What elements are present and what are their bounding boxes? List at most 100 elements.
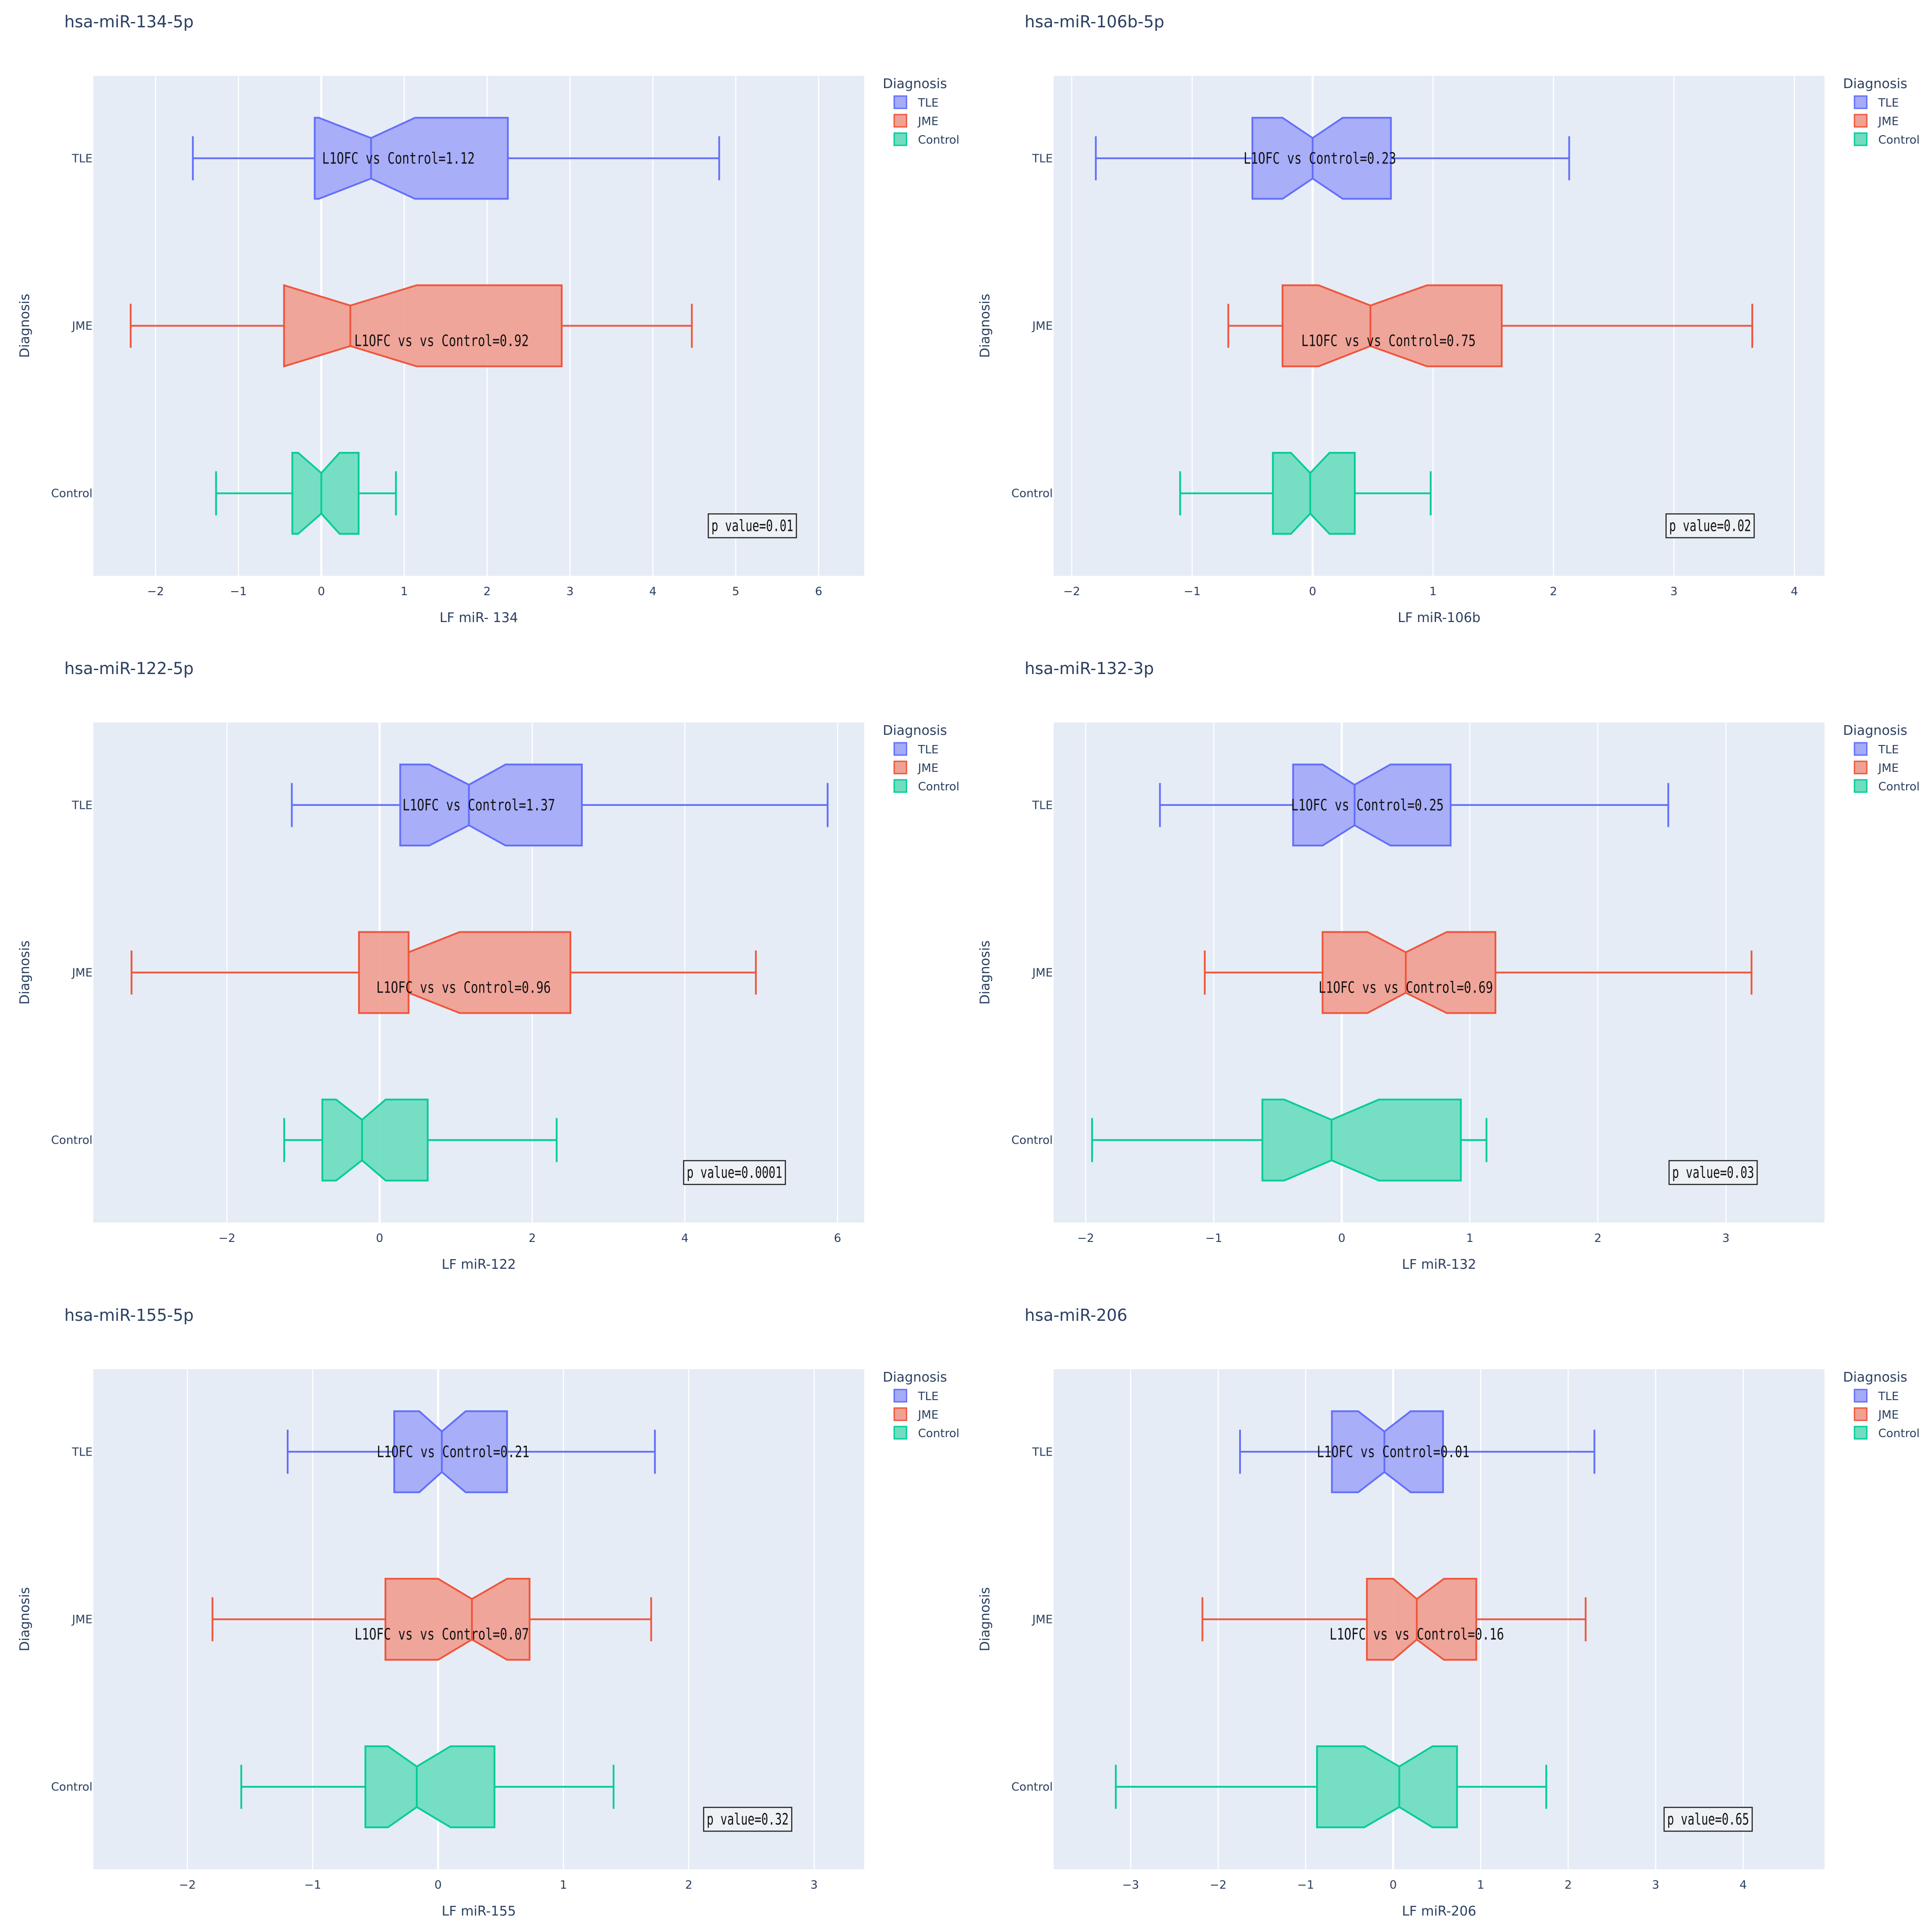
x-axis-label: LF miR-106b	[1398, 610, 1480, 626]
box-body	[1261, 1098, 1462, 1182]
annotation-text: L1OFC vs Control=0.01	[1317, 1443, 1469, 1461]
legend-swatch-tle	[893, 742, 907, 756]
x-tick-label: 2	[529, 1232, 536, 1245]
panel-0: hsa-miR-134-5p −2 −1 0 1 2 3 4 5 6 LF miR- 134 Diag…	[17, 12, 959, 626]
legend-swatch-tle	[1854, 95, 1868, 109]
box-body	[1321, 931, 1496, 1014]
legend-item-jme: JME	[917, 1408, 939, 1422]
x-axis-label: LF miR-122	[442, 1257, 516, 1272]
legend-title: Diagnosis	[1843, 1370, 1907, 1385]
x-tick-label: 1	[1477, 1879, 1484, 1892]
box-tle	[291, 763, 829, 847]
chart-title: hsa-miR-206	[1025, 1306, 1127, 1325]
box-body	[321, 1098, 429, 1182]
box-body	[358, 931, 571, 1014]
box-tle	[287, 1410, 656, 1493]
legend-item-jme: JME	[917, 762, 939, 775]
x-tick-label: 2	[1594, 1232, 1602, 1245]
panel-3: hsa-miR-132-3p −2 −1 0 1 2 3 LF miR-132 Diagnosi…	[977, 659, 1920, 1272]
box-tle	[192, 117, 720, 200]
p-value-box	[683, 1160, 786, 1185]
y-axis-label: Diagnosis	[17, 294, 33, 358]
y-axis-label: Diagnosis	[977, 1587, 993, 1652]
y-tick-label: TLE	[1032, 152, 1053, 165]
legend-swatch-jme	[1854, 760, 1868, 775]
box-body	[393, 1410, 508, 1493]
annotation-text: L1OFC vs vs Control=0.92	[354, 332, 529, 350]
y-tick-label: TLE	[71, 152, 93, 165]
legend-title: Diagnosis	[883, 76, 947, 92]
panel-5: hsa-miR-206 −3 −2 −1 0 1 2 3 4 LF miR-206 Diagnosi…	[977, 1306, 1920, 1919]
x-tick-label: −1	[1205, 1232, 1222, 1245]
box-control	[283, 1098, 558, 1182]
x-tick-label: −2	[179, 1879, 196, 1892]
box-tle	[1095, 117, 1570, 200]
legend-swatch-tle	[1854, 742, 1868, 756]
box-body	[1251, 117, 1392, 200]
y-tick-label: JME	[71, 1613, 93, 1627]
legend-swatch-control	[893, 1426, 907, 1440]
x-tick-label: 0	[376, 1232, 383, 1245]
x-tick-label: 3	[1652, 1879, 1659, 1892]
x-tick-label: −1	[1297, 1879, 1314, 1892]
p-value-box	[707, 513, 797, 538]
legend-swatch-jme	[1854, 114, 1868, 128]
legend-item-control: Control	[1878, 133, 1920, 147]
legend-item-tle: TLE	[1878, 1390, 1899, 1403]
legend-item-tle: TLE	[918, 1390, 939, 1403]
legend-item-jme: JME	[1877, 762, 1899, 775]
box-jme	[1201, 1578, 1587, 1661]
x-tick-label: −2	[218, 1232, 235, 1245]
box-tle	[1159, 763, 1669, 847]
legend-item-control: Control	[918, 133, 959, 147]
chart-title: hsa-miR-134-5p	[64, 12, 194, 31]
legend-swatch-control	[1854, 132, 1868, 146]
x-axis-label: LF miR-155	[442, 1904, 516, 1919]
x-tick-label: 6	[834, 1232, 841, 1245]
box-body	[385, 1578, 531, 1661]
legend-item-control: Control	[1878, 1427, 1920, 1440]
x-tick-label: 2	[484, 585, 491, 598]
box-body	[364, 1745, 496, 1828]
y-axis-label: Diagnosis	[17, 1587, 33, 1652]
x-tick-label: −1	[304, 1879, 321, 1892]
legend-item-tle: TLE	[1878, 743, 1899, 756]
annotation-text: L1OFC vs Control=0.21	[377, 1443, 529, 1461]
legend-item-jme: JME	[1877, 1408, 1899, 1422]
x-tick-label: 5	[732, 585, 740, 598]
box-jme	[1204, 931, 1753, 1014]
x-tick-label: 3	[566, 585, 574, 598]
y-axis-label: Diagnosis	[977, 294, 993, 358]
y-tick-label: Control	[1011, 1781, 1053, 1794]
y-tick-label: Control	[51, 487, 93, 500]
y-tick-label: JME	[71, 967, 93, 980]
x-tick-label: 3	[1670, 585, 1678, 598]
x-tick-label: −2	[1077, 1232, 1094, 1245]
legend-swatch-jme	[893, 114, 907, 128]
legend-item-tle: TLE	[918, 96, 939, 110]
box-body	[291, 452, 360, 535]
y-tick-label: Control	[1011, 1134, 1053, 1147]
box-jme	[130, 931, 757, 1014]
x-tick-label: 4	[1791, 585, 1798, 598]
legend-item-control: Control	[1878, 780, 1920, 793]
chart-title: hsa-miR-122-5p	[64, 659, 194, 678]
p-value-text: p value=0.65	[1667, 1811, 1749, 1829]
p-value-text: p value=0.32	[707, 1811, 788, 1829]
box-jme	[1227, 284, 1753, 367]
x-tick-label: −3	[1122, 1879, 1139, 1892]
box-control	[1179, 452, 1432, 535]
x-tick-label: −2	[1063, 585, 1080, 598]
y-tick-label: TLE	[1032, 799, 1053, 812]
annotation-text: L1OFC vs Control=0.25	[1291, 796, 1444, 814]
y-tick-label: JME	[1031, 967, 1053, 980]
x-tick-label: 0	[1309, 585, 1317, 598]
x-tick-label: 2	[1565, 1879, 1572, 1892]
legend-title: Diagnosis	[1843, 76, 1907, 92]
panel-4: hsa-miR-155-5p −2 −1 0 1 2 3 LF miR-155 Diagnosi…	[17, 1306, 959, 1919]
box-body	[1292, 763, 1452, 847]
y-tick-label: TLE	[71, 799, 93, 812]
p-value-text: p value=0.03	[1672, 1164, 1754, 1182]
legend-item-tle: TLE	[1878, 96, 1899, 110]
